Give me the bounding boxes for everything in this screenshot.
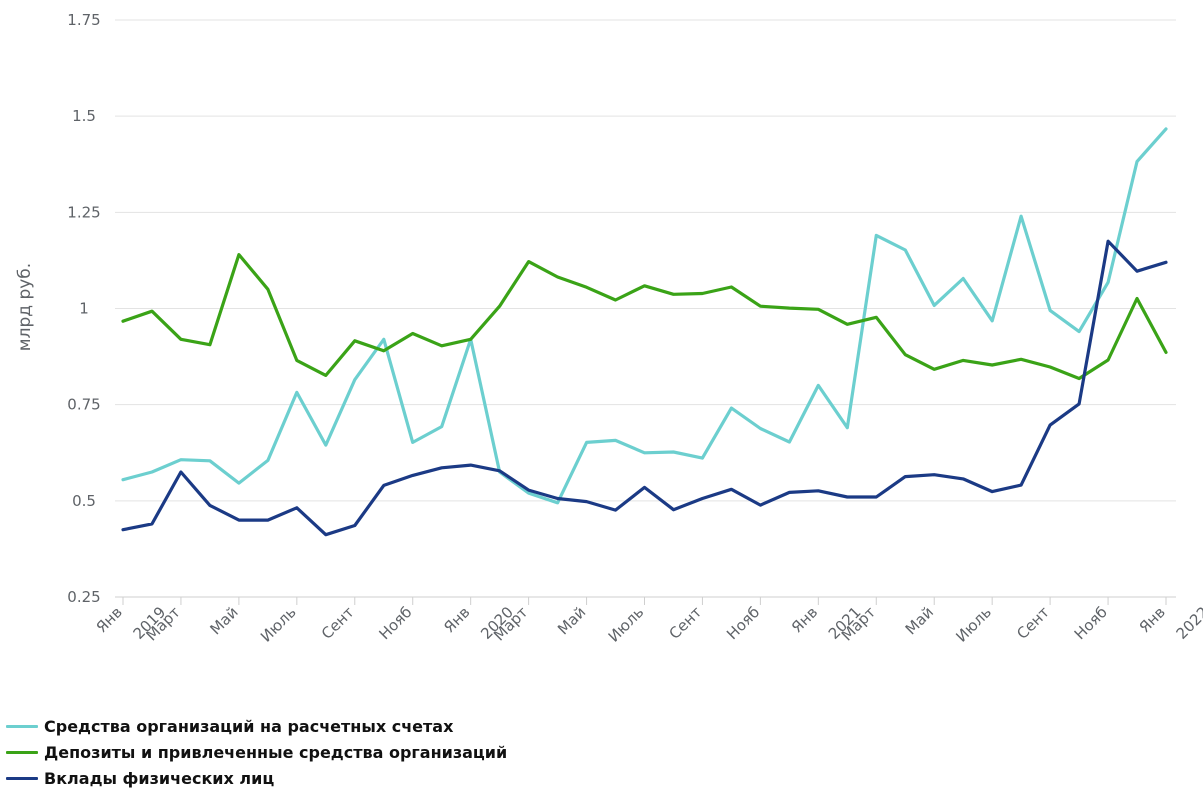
legend-item-deposits[interactable]: Депозиты и привлеченные средства организ… [6,739,507,765]
x-tick-label: Июль [952,603,995,646]
legend-item-accounts[interactable]: Средства организаций на расчетных счетах [6,713,507,739]
legend-label-individuals: Вклады физических лиц [44,768,275,788]
legend-swatch-deposits [6,750,38,754]
x-tick-label: Июль [605,603,648,646]
x-tick-label: Сент [665,603,705,643]
legend-label-accounts: Средства организаций на расчетных счетах [44,716,454,736]
legend-label-deposits: Депозиты и привлеченные средства организ… [44,742,508,762]
x-tick-label: Нояб [375,603,415,643]
series-line-individuals[interactable] [121,239,1168,537]
x-tick-label: Сент [1013,603,1053,643]
y-tick-label: 1.25 [67,203,100,221]
x-tick-label: Янв [788,603,821,636]
x-tick-label: Янв [1136,603,1169,636]
x-tick-label: Май [554,603,589,638]
y-tick-label: 0.25 [67,588,100,606]
y-tick-label: 1.75 [67,11,100,29]
series-line-deposits[interactable] [121,253,1168,381]
legend: Средства организаций на расчетных счетах… [6,713,507,791]
legend-item-individuals[interactable]: Вклады физических лиц [6,765,507,791]
y-axis-label: млрд руб. [15,263,35,351]
x-axis: Янв Март Май Июль Сент Нояб Янв Март Май Июль Сент… [93,596,1203,646]
y-axis-ticks: 0.25 0.5 0.75 1 1.25 1.5 1.75 [67,11,100,606]
y-tick-label: 0.75 [67,396,100,414]
x-tick-label: Янв [93,603,126,636]
x-tick-label: Июль [257,603,300,646]
x-tick-label: Янв [440,603,473,636]
x-tick-label: Сент [318,603,358,643]
series-lines [121,127,1168,537]
x-tick-label: Нояб [1071,603,1111,643]
series-line-accounts[interactable] [121,127,1168,505]
y-tick-label: 1.5 [72,107,96,125]
y-tick-label: 1 [79,300,89,318]
x-year-label: 2022 [1173,603,1203,643]
y-tick-label: 0.5 [72,492,96,510]
legend-swatch-accounts [6,724,38,728]
legend-swatch-individuals [6,776,38,780]
x-tick-label: Нояб [723,603,763,643]
x-tick-label: Май [902,603,937,638]
x-tick-label: Май [206,603,241,638]
